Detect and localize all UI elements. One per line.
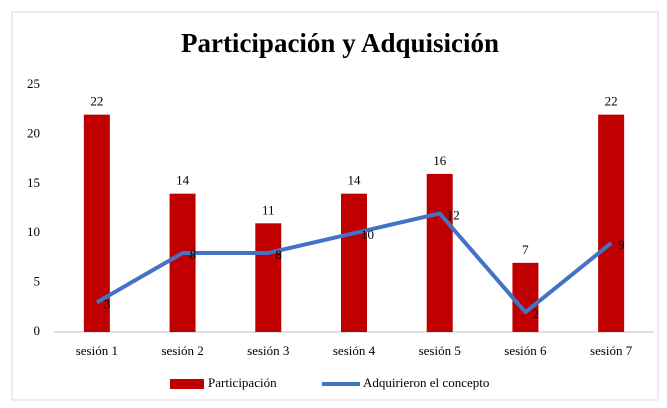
data-label: 2 [532,306,539,321]
legend-label: Participación [208,375,277,390]
data-label: 22 [605,94,618,109]
legend-swatch [170,379,204,389]
data-label: 8 [275,247,282,262]
data-label: 7 [522,242,529,257]
data-label: 16 [433,153,447,168]
bar [341,193,367,332]
y-tick-label: 0 [34,323,41,338]
data-label: 14 [348,173,362,188]
data-label: 10 [361,227,374,242]
y-tick-label: 10 [27,224,40,239]
y-tick-label: 15 [27,175,40,190]
data-label: 11 [262,202,275,217]
data-label: 12 [447,207,460,222]
bar [255,223,282,332]
x-tick-label: sesión 5 [419,343,461,358]
bar [512,262,539,332]
y-tick-label: 5 [34,274,41,289]
chart-title: Participación y Adquisición [181,28,499,58]
bar [598,114,625,332]
y-tick-label: 25 [27,76,40,91]
data-label: 8 [190,247,197,262]
y-tick-label: 20 [27,125,40,140]
data-label: 14 [176,173,190,188]
x-tick-label: sesión 4 [333,343,376,358]
bar [169,193,196,332]
line [95,211,613,315]
x-tick-label: sesión 1 [76,343,118,358]
legend-label: Adquirieron el concepto [363,375,489,390]
x-tick-label: sesión 7 [590,343,633,358]
data-label: 22 [90,94,103,109]
data-label: 9 [618,237,625,252]
bar [426,173,453,332]
x-tick-label: sesión 3 [247,343,289,358]
data-label: 3 [104,296,111,311]
x-tick-label: sesión 2 [161,343,203,358]
chart-border [11,11,659,401]
x-tick-label: sesión 6 [504,343,547,358]
